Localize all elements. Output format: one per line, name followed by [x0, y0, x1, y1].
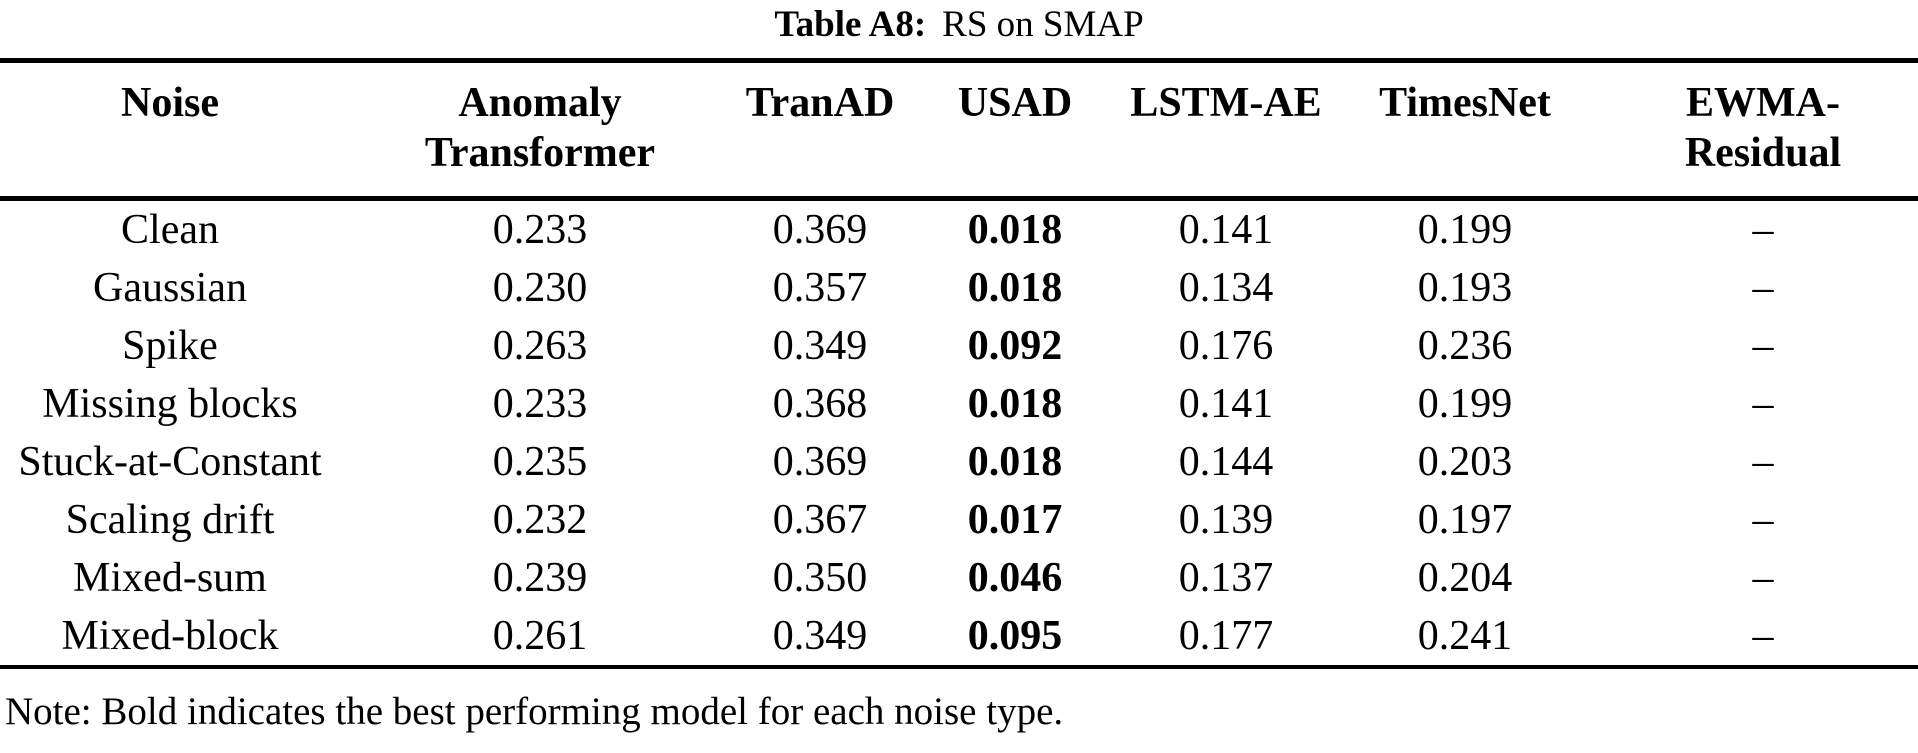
results-table: Noise Anomaly Transformer TranAD USAD LS… [0, 58, 1918, 669]
value-cell: 0.199 [1417, 207, 1513, 253]
table-row: Scaling drift 0.232 0.367 0.017 0.139 0.… [0, 491, 1918, 549]
value-cell: 0.197 [1417, 497, 1513, 543]
noise-type-cell: Mixed-block [61, 613, 279, 659]
value-cell: – [1752, 207, 1774, 253]
value-cell: 0.139 [1178, 497, 1274, 543]
noise-type-cell: Scaling drift [65, 497, 275, 543]
value-cell: 0.349 [772, 613, 868, 659]
value-cell: 0.141 [1178, 381, 1274, 427]
value-cell: 0.176 [1178, 323, 1274, 369]
best-value-cell: 0.017 [967, 497, 1063, 543]
value-cell: 0.349 [772, 323, 868, 369]
value-cell: 0.368 [772, 381, 868, 427]
best-value-cell: 0.046 [967, 555, 1063, 601]
value-cell: – [1752, 381, 1774, 427]
value-cell: 0.230 [492, 265, 588, 311]
column-header-lstm-ae: LSTM-AE [1130, 60, 1322, 201]
value-cell: 0.263 [492, 323, 588, 369]
value-cell: 0.241 [1417, 613, 1513, 659]
table-row: Mixed-block 0.261 0.349 0.095 0.177 0.24… [0, 607, 1918, 667]
column-header-noise: Noise [0, 60, 340, 201]
table-row: Mixed-sum 0.239 0.350 0.046 0.137 0.204 … [0, 549, 1918, 607]
noise-type-cell: Spike [122, 323, 218, 369]
value-cell: 0.235 [492, 439, 588, 485]
column-header-timesnet: TimesNet [1322, 60, 1608, 201]
value-cell: 0.239 [492, 555, 588, 601]
value-cell: 0.177 [1178, 613, 1274, 659]
value-cell: 0.144 [1178, 439, 1274, 485]
value-cell: 0.233 [492, 207, 588, 253]
value-cell: 0.261 [492, 613, 588, 659]
best-value-cell: 0.095 [967, 613, 1063, 659]
value-cell: – [1752, 439, 1774, 485]
value-cell: 0.350 [772, 555, 868, 601]
table-number-label: Table A8: [774, 4, 927, 45]
value-cell: 0.134 [1178, 265, 1274, 311]
table-row: Gaussian 0.230 0.357 0.018 0.134 0.193 – [0, 259, 1918, 317]
value-cell: – [1752, 497, 1774, 543]
noise-type-cell: Stuck-at-Constant [18, 439, 322, 485]
table-row: Stuck-at-Constant 0.235 0.369 0.018 0.14… [0, 433, 1918, 491]
value-cell: 0.367 [772, 497, 868, 543]
table-note: Note: Bold indicates the best performing… [5, 690, 1064, 733]
best-value-cell: 0.018 [967, 207, 1063, 253]
column-header-usad: USAD [900, 60, 1130, 201]
value-cell: 0.199 [1417, 381, 1513, 427]
noise-type-cell: Missing blocks [42, 381, 298, 427]
value-cell: 0.236 [1417, 323, 1513, 369]
table-row: Clean 0.233 0.369 0.018 0.141 0.199 – [0, 199, 1918, 260]
value-cell: 0.357 [772, 265, 868, 311]
value-cell: 0.137 [1178, 555, 1274, 601]
noise-type-cell: Mixed-sum [73, 555, 267, 601]
value-cell: 0.369 [772, 207, 868, 253]
best-value-cell: 0.092 [967, 323, 1063, 369]
value-cell: 0.204 [1417, 555, 1513, 601]
noise-type-cell: Gaussian [93, 265, 247, 311]
table-row: Missing blocks 0.233 0.368 0.018 0.141 0… [0, 375, 1918, 433]
value-cell: 0.232 [492, 497, 588, 543]
table-title: Table A8: RS on SMAP [0, 2, 1918, 48]
best-value-cell: 0.018 [967, 265, 1063, 311]
value-cell: 0.233 [492, 381, 588, 427]
column-header-anomaly-transformer: Anomaly Transformer [340, 60, 740, 201]
table-row: Spike 0.263 0.349 0.092 0.176 0.236 – [0, 317, 1918, 375]
column-header-tranad: TranAD [740, 60, 900, 201]
value-cell: – [1752, 323, 1774, 369]
best-value-cell: 0.018 [967, 439, 1063, 485]
header-row: Noise Anomaly Transformer TranAD USAD LS… [0, 60, 1918, 201]
value-cell: – [1752, 613, 1774, 659]
noise-type-cell: Clean [121, 207, 219, 253]
value-cell: 0.203 [1417, 439, 1513, 485]
value-cell: – [1752, 555, 1774, 601]
value-cell: – [1752, 265, 1774, 311]
value-cell: 0.193 [1417, 265, 1513, 311]
value-cell: 0.141 [1178, 207, 1274, 253]
table-title-text: RS on SMAP [942, 4, 1144, 45]
value-cell: 0.369 [772, 439, 868, 485]
column-header-ewma-residual: EWMA-Residual [1608, 60, 1918, 201]
best-value-cell: 0.018 [967, 381, 1063, 427]
